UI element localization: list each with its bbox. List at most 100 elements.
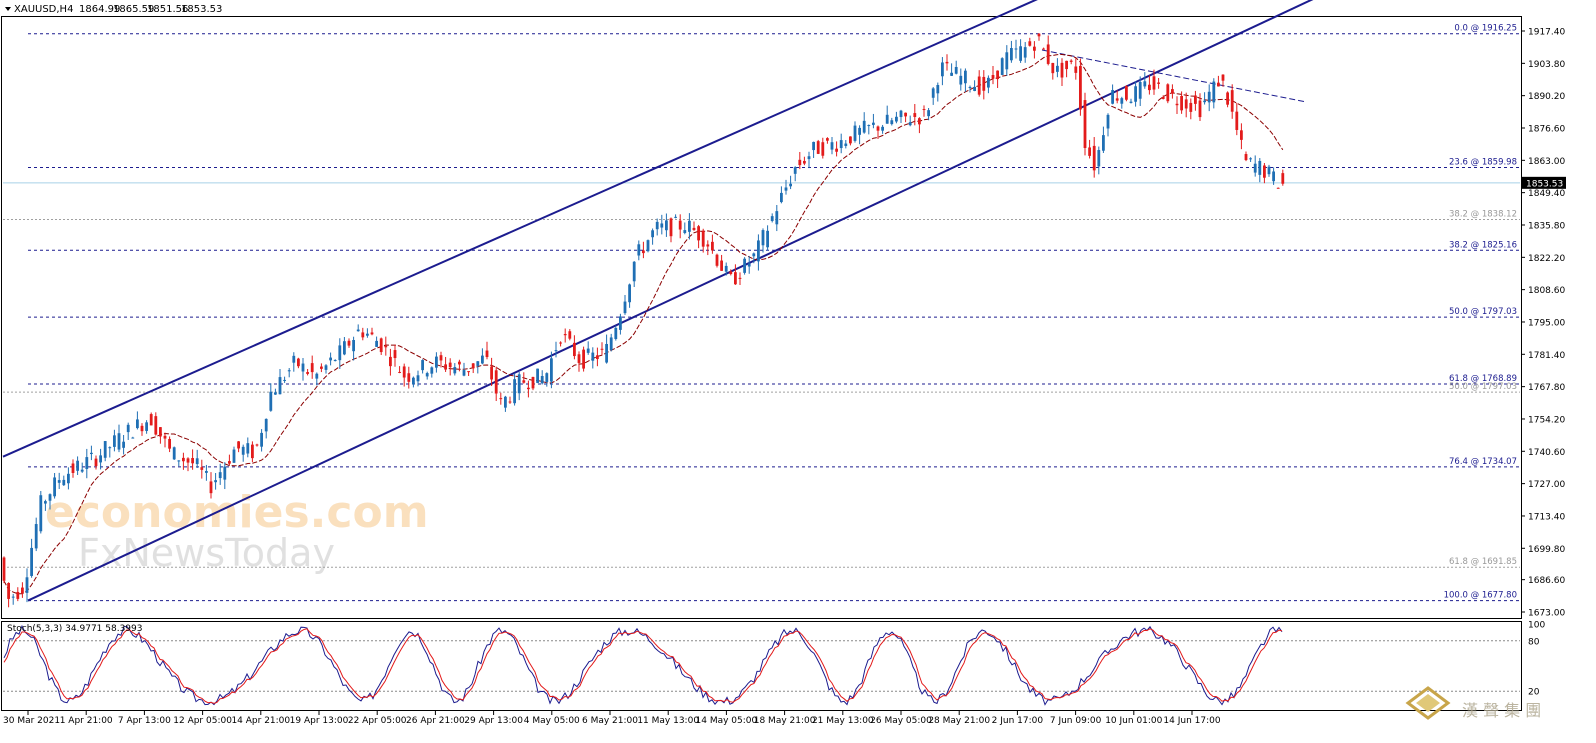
candle-body: [550, 358, 553, 382]
stoch-tick-label: 80: [1528, 637, 1540, 647]
fib-secondary-label: 38.2 @ 1838.12: [1449, 209, 1517, 219]
candle-body: [458, 361, 461, 365]
candle-body: [1276, 187, 1280, 189]
candle-body: [329, 357, 332, 361]
candle-body: [1263, 165, 1266, 178]
candle-body: [90, 452, 93, 455]
stoch-tick-label: 100: [1528, 621, 1545, 631]
candle-body: [821, 142, 825, 156]
fib-secondary-label: 61.8 @ 1691.85: [1449, 557, 1517, 567]
candle-body: [338, 345, 342, 361]
candle-body: [849, 136, 852, 144]
candle-body: [39, 495, 43, 532]
candle-body: [490, 366, 493, 380]
channel-upper-line: [2, 0, 1038, 458]
candle-body: [416, 375, 420, 382]
candle-body: [715, 254, 719, 266]
candle-body: [770, 216, 774, 221]
candle-body: [384, 345, 388, 348]
candle-body: [954, 66, 958, 74]
time-tick-label: 21 May 13:00: [812, 716, 874, 726]
candle-body: [987, 77, 990, 88]
candle-body: [1125, 86, 1128, 100]
candle-body: [540, 376, 544, 384]
candle-body: [320, 366, 323, 369]
candle-body: [941, 62, 944, 77]
candle-body: [274, 392, 277, 395]
candle-body: [982, 76, 986, 91]
candle-body: [287, 370, 291, 372]
candle-body: [1134, 86, 1137, 102]
candle-body: [99, 455, 102, 463]
candle-body: [333, 360, 337, 362]
price-tick-label: 1767.80: [1528, 383, 1565, 393]
candle-body: [44, 501, 47, 504]
candle-body: [108, 447, 112, 449]
candle-body: [945, 61, 949, 64]
candle-body: [260, 432, 263, 447]
candle-body: [642, 250, 645, 254]
time-tick-label: 22 Apr 05:00: [348, 716, 407, 726]
time-tick-label: 2 Jun 17:00: [992, 716, 1044, 726]
candle-body: [545, 373, 549, 382]
candle-body: [1051, 62, 1055, 74]
candle-body: [172, 447, 176, 460]
channel-lower-line: [27, 0, 1314, 602]
candle-body: [522, 380, 526, 383]
candle-body: [706, 244, 710, 247]
price-tick-label: 1754.20: [1528, 415, 1565, 425]
fib-level-label: 0.0 @ 1916.25: [1454, 24, 1517, 34]
candle-body: [343, 341, 346, 355]
candle-body: [890, 120, 894, 125]
candle-body: [246, 443, 250, 454]
candle-body: [729, 271, 733, 275]
stoch-label: Stoch(5,3,3) 34.9771 58.3993: [7, 624, 142, 634]
candle-body: [743, 258, 746, 273]
candle-body: [876, 126, 880, 131]
watermark-fxnewstoday: FxNewsToday: [78, 531, 335, 575]
candle-body: [1180, 95, 1183, 111]
candle-body: [637, 244, 641, 256]
candle-body: [858, 127, 861, 135]
candle-body: [513, 379, 516, 404]
candle-body: [1258, 160, 1262, 175]
candle-body: [467, 371, 470, 373]
current-price-label: 1853.53: [1526, 179, 1563, 189]
candle-body: [255, 444, 259, 446]
time-tick-label: 4 May 05:00: [524, 716, 580, 726]
candle-body: [1207, 91, 1211, 103]
candle-body: [628, 284, 631, 303]
candle-body: [586, 348, 590, 353]
candle-body: [476, 361, 480, 366]
price-tick-label: 1849.40: [1528, 189, 1565, 199]
candle-body: [1005, 52, 1009, 70]
candle-body: [264, 418, 268, 432]
candle-body: [738, 277, 742, 279]
candle-body: [1111, 90, 1114, 104]
candle-body: [692, 227, 696, 230]
time-tick-label: 26 May 05:00: [870, 716, 932, 726]
candle-body: [1281, 173, 1285, 184]
candle-body: [200, 467, 204, 470]
candle-body: [660, 223, 664, 228]
candle-body: [30, 547, 33, 576]
candle-body: [734, 272, 737, 285]
candle-body: [435, 356, 438, 368]
candle-body: [186, 458, 190, 463]
candle-body: [867, 125, 871, 127]
candle-body: [241, 446, 245, 455]
candle-body: [412, 377, 415, 385]
candle-body: [793, 167, 797, 174]
candle-body: [1069, 60, 1073, 62]
candle-body: [1221, 74, 1225, 81]
candle-body: [665, 220, 668, 231]
symbol-dropdown-icon[interactable]: [5, 7, 11, 11]
candle-body: [352, 340, 355, 352]
price-tick-label: 1822.20: [1528, 254, 1565, 264]
candle-body: [389, 356, 392, 367]
time-tick-label: 14 May 05:00: [696, 716, 758, 726]
time-tick-label: 11 May 13:00: [637, 716, 699, 726]
candle-body: [421, 360, 424, 371]
candle-body: [1240, 130, 1243, 140]
